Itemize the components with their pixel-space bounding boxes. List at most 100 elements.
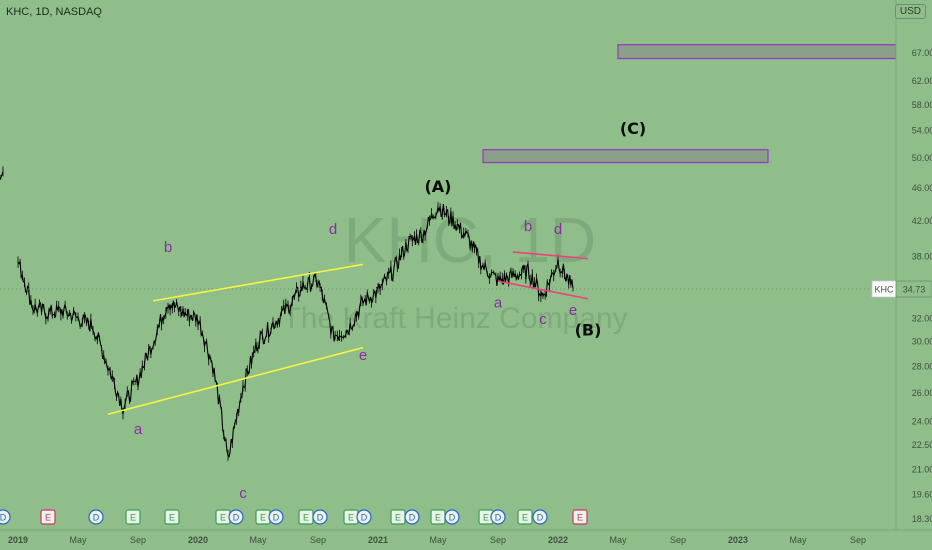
wave-label: a	[134, 421, 143, 438]
dividend-marker[interactable]: D	[268, 509, 284, 525]
earnings-marker-icon	[572, 509, 588, 525]
y-tick-label: 26.00	[912, 388, 932, 398]
event-marker-label: E	[348, 513, 354, 523]
y-tick-label: 19.60	[912, 489, 932, 499]
earnings-marker[interactable]: E	[390, 509, 406, 525]
watermark-company: The Kraft Heinz Company	[282, 302, 627, 335]
wave-label: (A)	[424, 177, 451, 196]
dividend-marker[interactable]: D	[0, 509, 11, 525]
earnings-marker[interactable]: E	[430, 509, 446, 525]
earnings-marker[interactable]: E	[343, 509, 359, 525]
y-tick-label: 46.00	[912, 183, 932, 193]
price-tag-value: 34.73	[903, 285, 926, 295]
event-marker-label: E	[260, 513, 266, 523]
wave-label: (B)	[575, 321, 602, 340]
dividend-marker-icon	[532, 509, 548, 525]
x-tick-label: Sep	[670, 535, 686, 545]
wave-label: c	[539, 311, 547, 328]
chart-title: KHC, 1D, NASDAQ	[6, 6, 102, 18]
earnings-marker-icon	[164, 509, 180, 525]
x-tick-label: Sep	[850, 535, 866, 545]
dividend-marker-icon	[444, 509, 460, 525]
event-marker-label: D	[361, 513, 368, 523]
earnings-marker[interactable]: E	[215, 509, 231, 525]
earnings-marker[interactable]: E	[125, 509, 141, 525]
x-tick-label: May	[789, 535, 807, 545]
y-tick-label: 21.00	[912, 465, 932, 475]
event-marker-label: D	[449, 513, 456, 523]
dividend-marker[interactable]: D	[404, 509, 420, 525]
y-tick-label: 38.00	[912, 252, 932, 262]
earnings-marker[interactable]: E	[572, 509, 588, 525]
wave-label: b	[524, 218, 532, 235]
earnings-marker[interactable]: E	[517, 509, 533, 525]
x-tick-label: May	[249, 535, 267, 545]
event-marker-label: E	[522, 513, 528, 523]
wave-label: d	[329, 221, 337, 238]
price-series	[0, 171, 4, 181]
dividend-marker-icon	[88, 509, 104, 525]
y-tick-label: 42.00	[912, 216, 932, 226]
wave-label: b	[164, 239, 172, 256]
y-tick-label: 58.00	[912, 100, 932, 110]
dividend-marker[interactable]: D	[88, 509, 104, 525]
event-marker-label: E	[45, 513, 51, 523]
earnings-marker-icon	[517, 509, 533, 525]
x-tick-label: May	[609, 535, 627, 545]
event-marker-label: E	[435, 513, 441, 523]
dividend-marker[interactable]: D	[312, 509, 328, 525]
earnings-marker[interactable]: E	[255, 509, 271, 525]
event-marker-label: E	[303, 513, 309, 523]
wave-label: e	[359, 347, 367, 364]
event-marker-label: D	[93, 513, 100, 523]
x-tick-label: May	[69, 535, 87, 545]
wave-label: (C)	[620, 119, 646, 138]
wave-label: e	[569, 302, 577, 319]
trendline-yellow	[152, 263, 364, 302]
y-tick-label: 62.00	[912, 76, 932, 86]
earnings-marker[interactable]: E	[298, 509, 314, 525]
dividend-marker[interactable]: D	[532, 509, 548, 525]
event-marker-label: D	[495, 513, 502, 523]
x-tick-label: 2022	[548, 535, 568, 545]
dividend-marker-icon	[268, 509, 284, 525]
dividend-marker-icon	[0, 509, 11, 525]
dividend-marker[interactable]: D	[444, 509, 460, 525]
event-marker-label: E	[130, 513, 136, 523]
trendline-yellow	[107, 346, 364, 416]
x-tick-label: 2021	[368, 535, 388, 545]
x-tick-label: 2020	[188, 535, 208, 545]
x-tick-label: 2019	[8, 535, 28, 545]
price-tag: KHC 34.73	[871, 280, 932, 298]
dividend-marker[interactable]: D	[490, 509, 506, 525]
dividend-marker[interactable]: D	[228, 509, 244, 525]
earnings-marker[interactable]: E	[164, 509, 180, 525]
trendline-pink	[512, 251, 589, 260]
dividend-marker-icon	[312, 509, 328, 525]
event-marker-label: D	[537, 513, 544, 523]
earnings-marker-icon	[125, 509, 141, 525]
event-marker-label: D	[273, 513, 280, 523]
watermark-symbol: KHC, 1D	[344, 204, 597, 276]
y-tick-label: 54.00	[912, 126, 932, 136]
y-tick-label: 24.00	[912, 417, 932, 427]
price-tag-symbol: KHC	[874, 285, 894, 295]
event-marker-label: E	[577, 513, 583, 523]
event-marker-label: D	[409, 513, 416, 523]
wave-label: c	[239, 485, 247, 502]
dividend-marker[interactable]: D	[356, 509, 372, 525]
currency-button[interactable]: USD	[894, 4, 926, 19]
event-marker-label: D	[0, 513, 7, 523]
x-tick-label: Sep	[490, 535, 506, 545]
event-marker-label: E	[395, 513, 401, 523]
trendline-pink	[497, 280, 589, 300]
y-tick-label: 67.00	[912, 48, 932, 58]
earnings-marker[interactable]: E	[40, 509, 56, 525]
wave-label: a	[494, 294, 503, 311]
y-tick-label: 50.00	[912, 153, 932, 163]
price-tag-value-box	[895, 280, 932, 298]
event-marker-label: E	[483, 513, 489, 523]
y-tick-label: 32.00	[912, 313, 932, 323]
